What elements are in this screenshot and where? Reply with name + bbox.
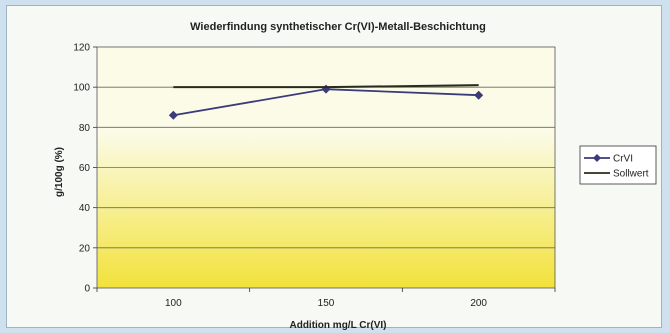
y-tick-label: 100 <box>73 83 90 94</box>
series-layer <box>168 84 484 120</box>
legend-label-sollwert: Sollwert <box>613 169 649 180</box>
y-tick-label: 80 <box>79 123 91 134</box>
y-tick-label: 120 <box>73 43 90 54</box>
data-point-crvi <box>168 110 178 120</box>
x-tick-label: 150 <box>318 298 335 309</box>
legend-label-crvi: CrVI <box>613 154 633 165</box>
y-axis-ticks: 0 20 40 60 80 100 120 <box>73 43 97 295</box>
legend-box <box>579 145 657 185</box>
chart-title: Wiederfindung synthetischer Cr(VI)-Metal… <box>190 21 486 33</box>
y-axis-label: g/100g (%) <box>54 147 65 197</box>
y-tick-label: 20 <box>79 243 91 254</box>
x-tick-label: 100 <box>165 298 182 309</box>
y-tick-label: 40 <box>79 203 91 214</box>
x-axis-ticks: 100 150 200 <box>96 288 556 309</box>
x-tick-label: 200 <box>470 298 487 309</box>
legend: CrVI Sollwert <box>579 145 657 185</box>
data-point-crvi <box>474 90 484 100</box>
x-axis-label: Addition mg/L Cr(VI) <box>289 320 386 331</box>
series-line-sollwert <box>173 84 479 89</box>
legend-marker-crvi <box>593 154 601 162</box>
y-tick-label: 60 <box>79 163 91 174</box>
y-tick-label: 0 <box>84 284 90 295</box>
